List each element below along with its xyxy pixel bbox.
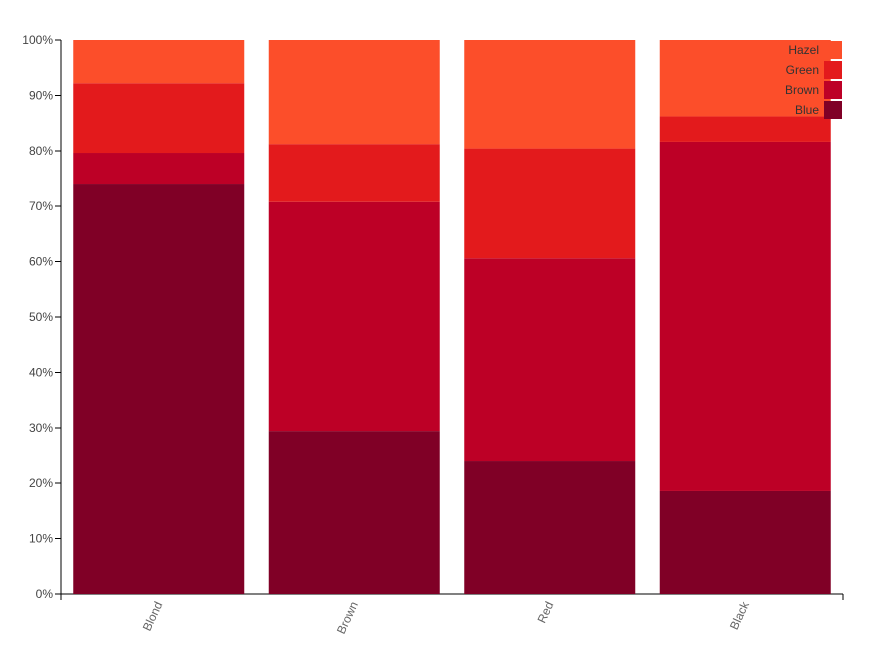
x-tick-label-brown: Brown	[334, 599, 361, 636]
bar-hazel-red[interactable]	[464, 40, 636, 149]
bar-brown-black[interactable]	[659, 141, 831, 491]
bar-green-red[interactable]	[464, 148, 636, 259]
legend-label-blue: Blue	[795, 103, 819, 117]
y-axis: 0% 10% 20% 30% 40% 50% 60% 70% 80% 90% 100%	[22, 33, 62, 601]
bar-green-brown[interactable]	[268, 144, 440, 202]
y-tick-label: 10%	[29, 532, 53, 546]
y-tick-label: 50%	[29, 310, 53, 324]
y-tick-label: 20%	[29, 476, 53, 490]
y-tick-label: 40%	[29, 365, 53, 379]
legend-label-brown: Brown	[785, 83, 819, 97]
legend-swatch-green	[824, 61, 842, 79]
legend-swatch-hazel	[824, 41, 842, 59]
y-tick-label: 90%	[29, 88, 53, 102]
y-tick-label: 70%	[29, 199, 53, 213]
y-tick-label: 60%	[29, 255, 53, 269]
legend-label-hazel: Hazel	[788, 43, 819, 57]
bar-hazel-blond[interactable]	[73, 40, 245, 84]
legend-label-green: Green	[786, 63, 819, 77]
bar-green-blond[interactable]	[73, 83, 245, 154]
y-tick-label: 30%	[29, 421, 53, 435]
bar-hazel-brown[interactable]	[268, 40, 440, 145]
bar-blue-red[interactable]	[464, 461, 636, 594]
bar-hazel-black[interactable]	[659, 40, 831, 117]
legend-swatch-brown	[824, 81, 842, 99]
legend: Hazel Green Brown Blue	[785, 41, 842, 119]
y-tick-label: 0%	[36, 587, 54, 601]
x-tick-label-black: Black	[727, 598, 753, 631]
bar-blue-black[interactable]	[659, 490, 831, 594]
y-tick-label: 100%	[22, 33, 53, 47]
y-tick-label: 80%	[29, 144, 53, 158]
bar-blue-blond[interactable]	[73, 184, 245, 595]
bar-brown-red[interactable]	[464, 258, 636, 462]
x-tick-label-blond: Blond	[140, 599, 166, 633]
bars	[73, 40, 831, 595]
bar-brown-blond[interactable]	[73, 153, 245, 185]
bar-brown-brown[interactable]	[268, 201, 440, 432]
bar-green-black[interactable]	[659, 116, 831, 142]
x-axis: Blond Brown Red Black	[60, 593, 844, 636]
legend-swatch-blue	[824, 101, 842, 119]
x-tick-label-red: Red	[534, 599, 556, 625]
bar-blue-brown[interactable]	[268, 431, 440, 594]
